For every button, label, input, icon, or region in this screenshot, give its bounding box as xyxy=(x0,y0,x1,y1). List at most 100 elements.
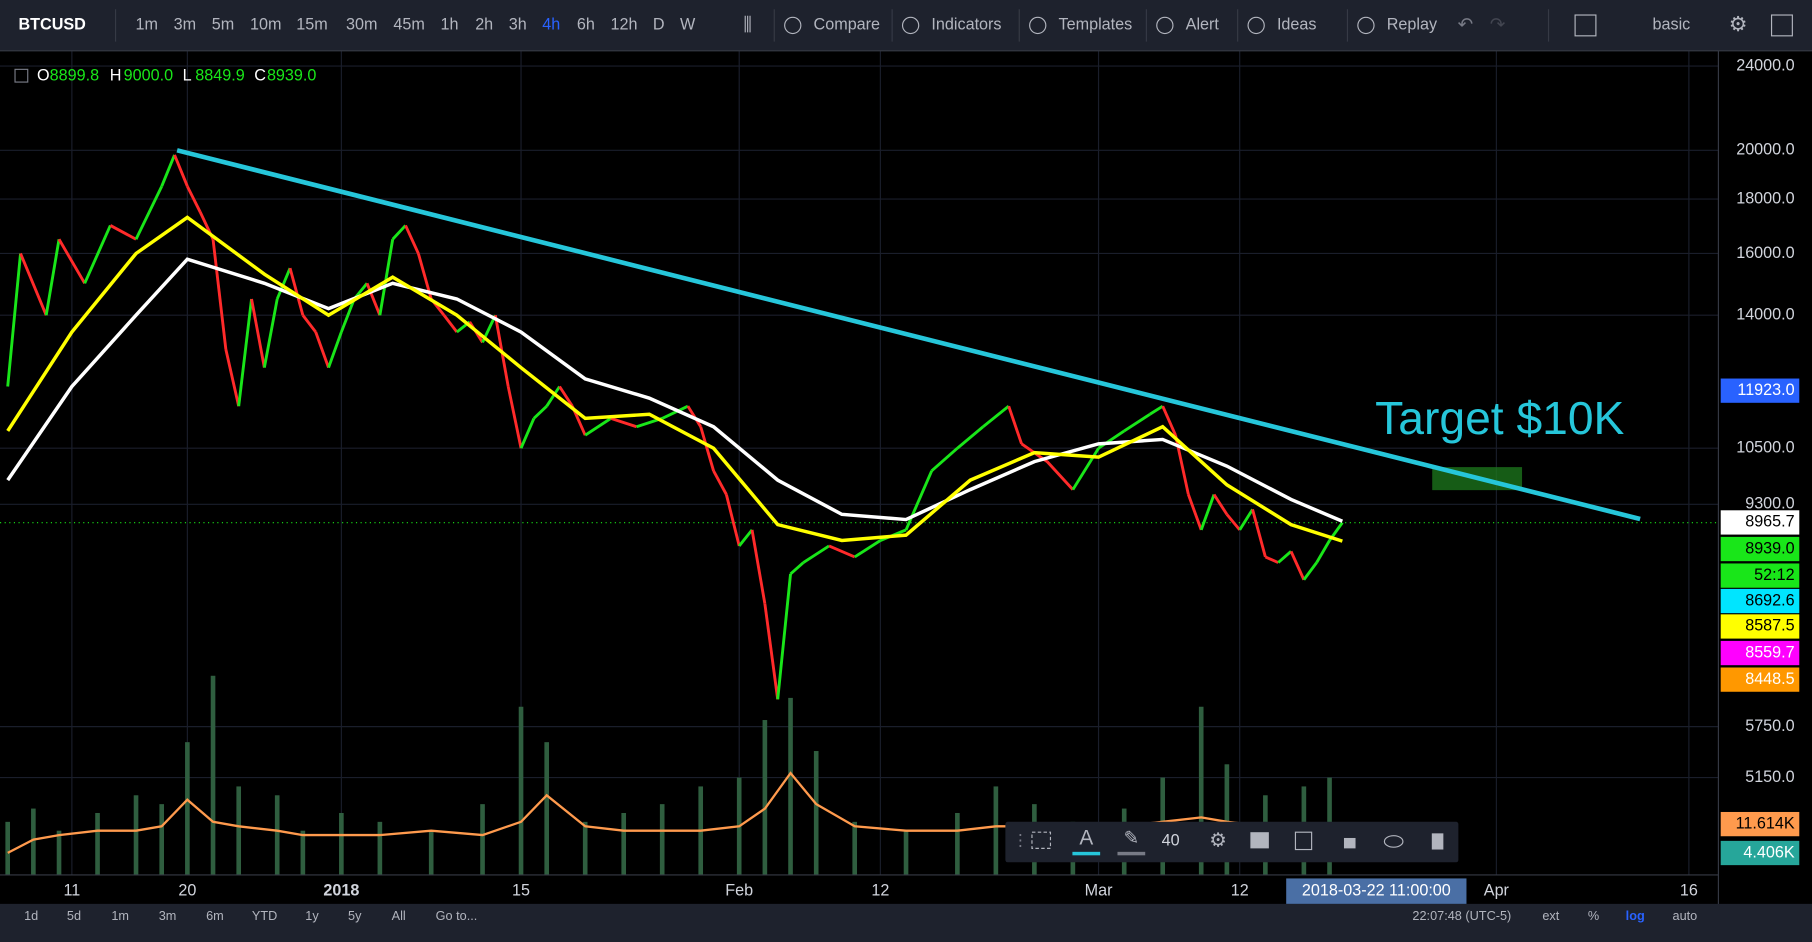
price-label-bg xyxy=(1720,536,1800,562)
font-size[interactable]: 40 xyxy=(1162,832,1180,850)
range-button[interactable]: 5d xyxy=(67,908,81,923)
eye-icon[interactable] xyxy=(1383,835,1404,848)
price-segment xyxy=(724,494,741,547)
volume-bar xyxy=(903,830,909,875)
range-button[interactable]: All xyxy=(392,908,406,923)
layout-name[interactable]: basic xyxy=(1653,16,1691,34)
price-segment xyxy=(930,447,959,472)
lock-icon[interactable] xyxy=(1343,837,1356,849)
price-segment xyxy=(545,385,561,407)
settings-icon[interactable]: ⚙ xyxy=(1729,13,1748,36)
layout-icon[interactable] xyxy=(1574,14,1597,37)
price-label-bg xyxy=(1720,588,1800,614)
volume-bar xyxy=(339,812,344,875)
volume-bar xyxy=(852,821,858,875)
price-segment xyxy=(237,298,253,407)
clone-icon[interactable] xyxy=(1294,831,1313,851)
price-segment xyxy=(956,425,984,450)
range-button[interactable]: 1d xyxy=(24,908,38,923)
price-segment xyxy=(802,544,830,564)
interval-button[interactable]: 4h xyxy=(542,16,560,34)
toolbar-button[interactable]: Indicators xyxy=(931,16,1001,34)
interval-button[interactable]: 2h xyxy=(475,16,493,34)
interval-button[interactable]: 45m xyxy=(393,16,424,34)
range-button[interactable]: 1m xyxy=(111,908,129,923)
toolbar-button[interactable]: Ideas xyxy=(1277,16,1317,34)
text-color-icon[interactable]: A xyxy=(1079,827,1093,850)
price-segment xyxy=(712,470,728,496)
price-segment xyxy=(789,561,805,576)
interval-button[interactable]: 12h xyxy=(611,16,638,34)
scale-option[interactable]: ext xyxy=(1542,908,1559,923)
interval-button[interactable]: 3h xyxy=(509,16,527,34)
interval-button[interactable]: W xyxy=(680,16,696,34)
price-segment xyxy=(828,544,856,559)
interval-button[interactable]: 5m xyxy=(212,16,234,34)
volume-bar xyxy=(480,804,485,875)
scale-option[interactable]: auto xyxy=(1673,908,1698,923)
button-icon[interactable] xyxy=(1156,16,1174,35)
price-segment xyxy=(1149,404,1164,416)
interval-button[interactable]: 1m xyxy=(136,16,158,34)
toolbar-button[interactable]: Alert xyxy=(1186,16,1220,34)
volume-bar xyxy=(788,697,793,875)
fullscreen-icon[interactable] xyxy=(1770,14,1793,37)
bottom-bar xyxy=(0,903,1812,942)
interval-button[interactable]: 30m xyxy=(346,16,377,34)
toolbar-button[interactable]: Compare xyxy=(814,16,881,34)
price-label: 4.406K xyxy=(1743,843,1794,861)
toolbar-button[interactable]: Replay xyxy=(1387,16,1438,34)
price-segment xyxy=(1199,494,1216,531)
interval-button[interactable]: 6h xyxy=(577,16,595,34)
price-label: 8965.7 xyxy=(1745,513,1794,531)
trendline xyxy=(176,148,1641,522)
interval-button[interactable]: 3m xyxy=(174,16,196,34)
volume-bar xyxy=(813,751,819,875)
y-tick-label: 9300.0 xyxy=(1745,495,1794,513)
price-label: 8448.5 xyxy=(1745,670,1794,688)
button-icon[interactable] xyxy=(1357,16,1375,35)
volume-bar xyxy=(5,821,11,875)
price-segment xyxy=(904,470,934,531)
price-segment xyxy=(853,539,882,559)
template-icon[interactable] xyxy=(1250,832,1269,849)
scale-option[interactable]: log xyxy=(1626,908,1645,923)
redo-icon[interactable]: ↷ xyxy=(1490,13,1506,34)
x-tick-label: 11 xyxy=(63,881,80,899)
price-segment xyxy=(224,349,241,407)
frame-icon[interactable] xyxy=(1031,831,1052,849)
price-segment xyxy=(160,154,176,187)
interval-button[interactable]: 15m xyxy=(296,16,327,34)
trash-icon[interactable] xyxy=(1431,833,1444,850)
y-tick-label: 16000.0 xyxy=(1736,244,1794,262)
goto-button[interactable]: Go to... xyxy=(436,908,478,923)
toolbar-button[interactable]: Templates xyxy=(1059,16,1133,34)
settings-icon[interactable]: ⚙ xyxy=(1209,830,1227,852)
price-segment xyxy=(365,282,382,316)
price-segment xyxy=(314,331,330,369)
legend-key: H xyxy=(110,67,122,85)
volume-bar xyxy=(1198,706,1204,875)
scale-option[interactable]: % xyxy=(1588,908,1599,923)
button-icon[interactable] xyxy=(784,16,802,35)
volume-bar xyxy=(159,804,165,875)
button-icon[interactable] xyxy=(1247,16,1265,35)
range-button[interactable]: 1y xyxy=(305,908,319,923)
range-button[interactable]: 5y xyxy=(348,908,362,923)
interval-button[interactable]: D xyxy=(653,16,665,34)
range-button[interactable]: YTD xyxy=(252,908,277,923)
undo-icon[interactable]: ↶ xyxy=(1458,13,1473,34)
legend-toggle[interactable] xyxy=(14,68,29,83)
button-icon[interactable] xyxy=(1029,16,1047,35)
range-button[interactable]: 3m xyxy=(159,908,177,923)
button-icon[interactable] xyxy=(901,16,920,35)
pen-icon[interactable]: ✎ xyxy=(1124,827,1139,848)
interval-button[interactable]: 1h xyxy=(441,16,459,34)
drag-handle[interactable]: ⋮ xyxy=(1012,832,1028,850)
chart-type-icon[interactable]: ⫼ xyxy=(743,13,752,34)
price-segment xyxy=(699,426,715,472)
range-button[interactable]: 6m xyxy=(206,908,224,923)
price-segment xyxy=(250,298,266,368)
interval-button[interactable]: 10m xyxy=(250,16,281,34)
symbol[interactable]: BTCUSD xyxy=(18,16,85,34)
